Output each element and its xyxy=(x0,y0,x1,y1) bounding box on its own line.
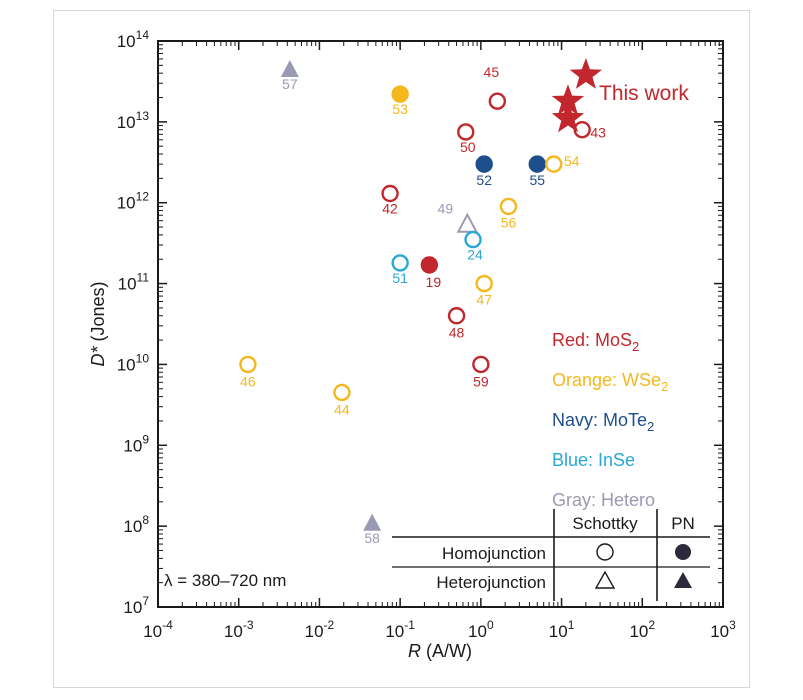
point-ref-label: 50 xyxy=(460,139,476,155)
this-work-star-marker xyxy=(551,84,585,115)
y-tick-label: 1014 xyxy=(117,28,150,51)
x-tick-label: 101 xyxy=(549,618,575,641)
point-labels: 57 53 45 50 43 52 55 54 42 56 49 24 51 19 47 48 46 59 44 58 xyxy=(240,64,606,546)
point-ref-label: 55 xyxy=(529,172,545,188)
point-ref-label: 56 xyxy=(501,214,517,230)
open-circle-marker xyxy=(391,254,409,272)
open-circle-marker xyxy=(447,307,466,325)
open-circle-marker xyxy=(457,123,475,141)
legend-row-heterojunction: Heterojunction xyxy=(436,573,546,592)
open-circle-marker xyxy=(488,92,507,110)
open-triangle-icon xyxy=(594,570,616,589)
y-tick-label: 107 xyxy=(123,594,149,617)
this-work-points xyxy=(551,58,602,133)
color-legend-entry: Navy: MoTe2 xyxy=(552,410,654,434)
filled-triangle-icon xyxy=(674,572,692,588)
filled-circle-marker xyxy=(420,256,439,274)
open-circle-marker xyxy=(239,355,257,374)
y-tick-labels: 107 108 109 1010 1011 1012 1013 1014 xyxy=(117,28,150,617)
point-ref-label: 52 xyxy=(476,172,492,188)
filled-circle-marker xyxy=(528,155,546,173)
point-ref-label: 43 xyxy=(590,125,606,141)
point-ref-label: 48 xyxy=(449,325,465,341)
filled-circle-marker xyxy=(475,155,493,173)
wavelength-annotation: λ = 380–720 nm xyxy=(164,571,286,590)
x-tick-label: 103 xyxy=(710,618,736,641)
open-circle-marker xyxy=(499,197,518,216)
point-ref-label: 53 xyxy=(392,101,408,117)
point-ref-label: 54 xyxy=(564,153,580,169)
open-circle-marker xyxy=(381,184,399,203)
y-tick-label: 1013 xyxy=(117,109,150,132)
axis-ticks xyxy=(157,40,724,608)
legend-row-homojunction: Homojunction xyxy=(442,544,546,563)
this-work-star-marker xyxy=(569,58,602,89)
this-work-label: This work xyxy=(599,82,689,105)
open-circle-marker xyxy=(464,230,482,249)
point-ref-label: 51 xyxy=(392,270,408,286)
color-legend-entry: Orange: WSe2 xyxy=(552,370,668,394)
point-ref-label: 19 xyxy=(426,274,442,290)
x-tick-label: 102 xyxy=(629,618,655,641)
y-axis-label: D* (Jones) xyxy=(88,281,108,366)
legend-header-schottky: Schottky xyxy=(572,514,638,533)
filled-circle-marker xyxy=(391,85,409,103)
color-legend-entry: Gray: Hetero xyxy=(552,490,655,510)
point-ref-label: 58 xyxy=(364,530,380,546)
x-tick-label: 10-2 xyxy=(305,618,335,641)
filled-triangle-marker xyxy=(280,60,299,78)
filled-triangle-marker xyxy=(363,513,382,531)
point-ref-label: 46 xyxy=(240,373,256,389)
y-tick-label: 1012 xyxy=(117,190,150,213)
open-circle-marker xyxy=(475,274,493,293)
x-tick-labels: 10-4 10-3 10-2 10-1 100 101 102 103 xyxy=(143,618,736,641)
point-ref-label: 49 xyxy=(438,201,454,217)
point-ref-label: 42 xyxy=(382,201,398,217)
x-tick-label: 10-1 xyxy=(385,618,415,641)
data-points xyxy=(239,60,591,531)
point-ref-label: 57 xyxy=(282,76,298,92)
x-tick-label: 100 xyxy=(468,618,494,641)
open-circle-marker xyxy=(472,355,490,374)
color-legend-entry: Blue: InSe xyxy=(552,450,635,470)
color-legend: Red: MoS2 Orange: WSe2 Navy: MoTe2 Blue: In… xyxy=(552,330,668,510)
scatter-chart: 10-4 10-3 10-2 10-1 100 101 102 103 10710810910… xyxy=(88,28,736,661)
point-ref-label: 45 xyxy=(484,64,500,80)
x-axis-label: R (A/W) xyxy=(408,641,472,661)
figure-frame: 10-4 10-3 10-2 10-1 100 101 102 103 107 108 109 10… xyxy=(53,10,750,688)
y-tick-label: 108 xyxy=(123,513,149,536)
point-ref-label: 44 xyxy=(334,401,350,417)
open-circle-marker xyxy=(545,155,563,173)
x-tick-label: 10-4 xyxy=(143,618,173,641)
y-tick-label: 109 xyxy=(123,432,149,455)
y-tick-label: 1011 xyxy=(118,271,150,294)
open-circle-icon xyxy=(596,543,614,561)
color-legend-entry: Red: MoS2 xyxy=(552,330,639,354)
marker-legend: Schottky PN Homojunction Heterojunction xyxy=(392,509,710,601)
point-ref-label: 47 xyxy=(476,292,492,308)
point-ref-label: 24 xyxy=(467,247,483,263)
x-tick-label: 10-3 xyxy=(224,618,254,641)
open-triangle-marker xyxy=(456,212,478,233)
filled-circle-icon xyxy=(675,544,691,560)
legend-header-pn: PN xyxy=(671,514,695,533)
open-circle-marker xyxy=(333,383,351,402)
plot-area xyxy=(157,40,724,608)
this-work-star-marker xyxy=(551,101,585,133)
y-tick-label: 1010 xyxy=(117,351,150,374)
point-ref-label: 59 xyxy=(473,373,489,389)
